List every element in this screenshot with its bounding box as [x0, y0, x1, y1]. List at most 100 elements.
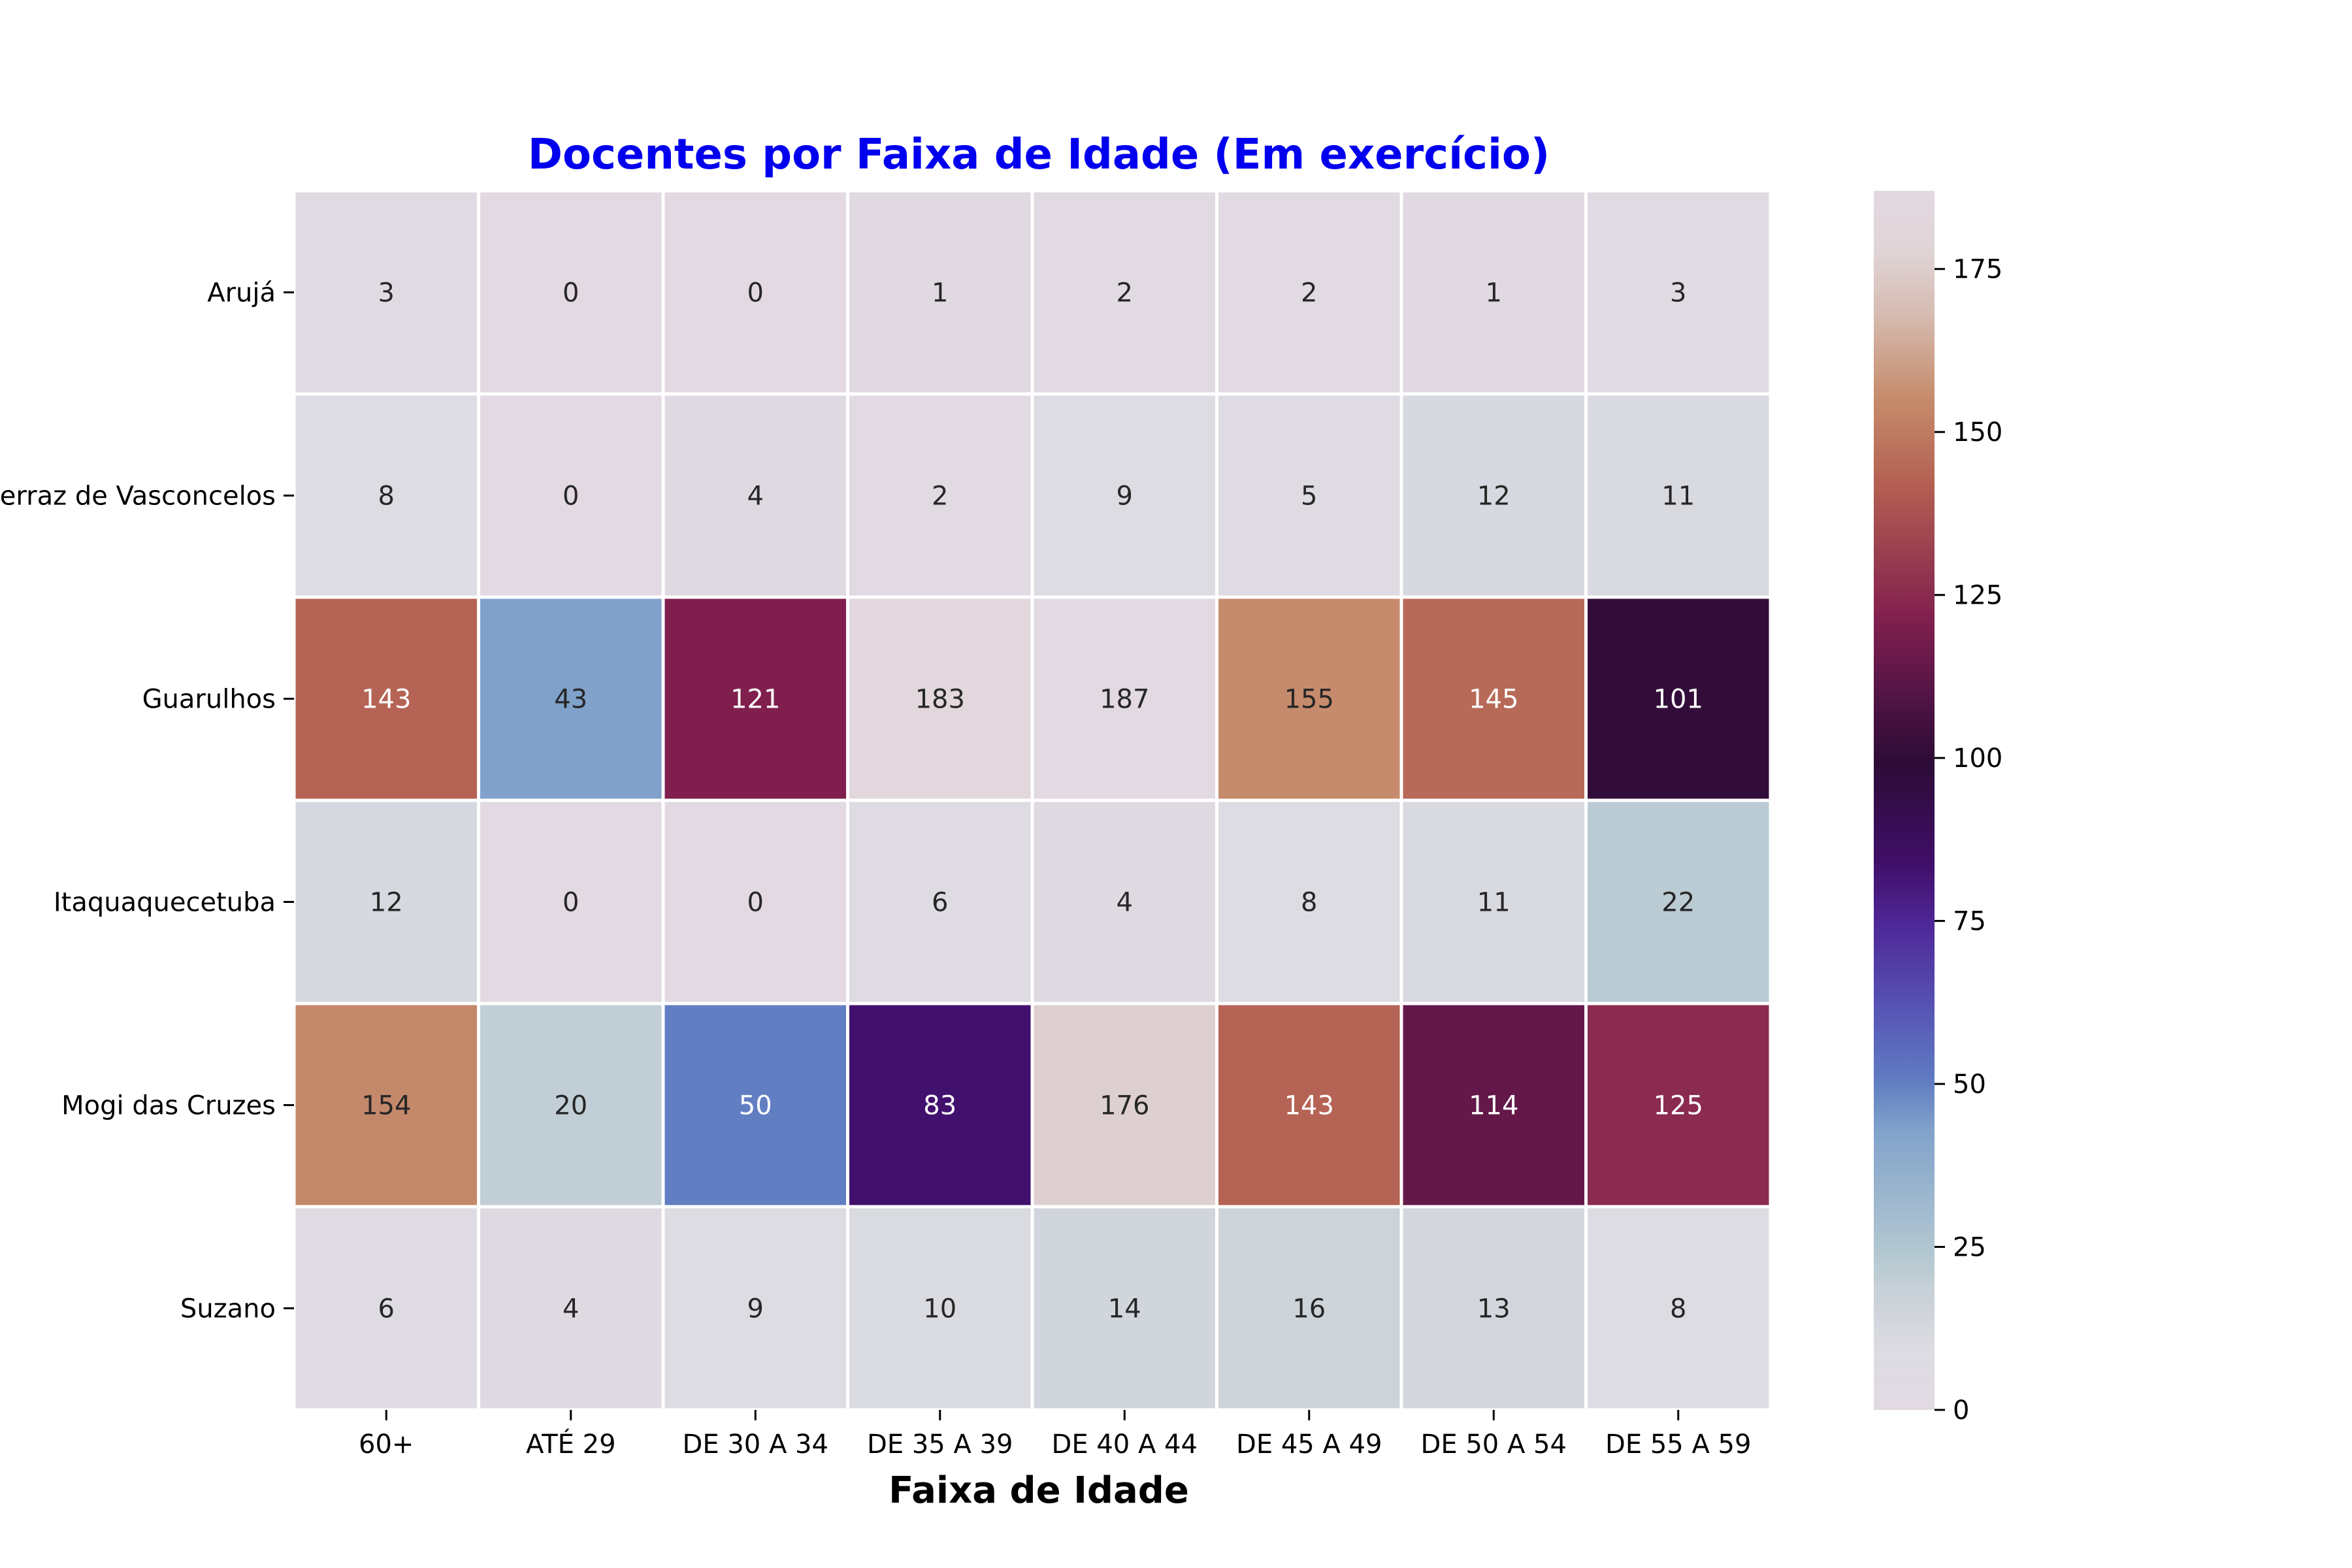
- colorbar: 0 25 50 75 100 125 150 175: [1874, 191, 2002, 1426]
- colorbar-tick-label: 150: [1953, 417, 2002, 448]
- heatmap-cell: [1399, 1002, 1588, 1209]
- y-tick-label: Mogi das Cruzes: [61, 1091, 276, 1121]
- x-tick-label: ATÉ 29: [526, 1428, 616, 1460]
- cell-value-label: 12: [1477, 482, 1511, 512]
- cell-value-label: 8: [1301, 888, 1317, 918]
- heatmap-cell: [1584, 1205, 1772, 1412]
- heatmap-cell: [1215, 1205, 1403, 1412]
- colorbar-tick-label: 125: [1953, 581, 2002, 611]
- x-tick-label: DE 45 A 49: [1236, 1429, 1382, 1460]
- y-tick-label: Itaquaquecetuba: [54, 888, 276, 918]
- heatmap-cell: [1584, 392, 1772, 599]
- cell-value-label: 121: [730, 685, 780, 715]
- heatmap-cell: [661, 798, 849, 1005]
- heatmap-cell: [1215, 595, 1403, 802]
- cell-value-label: 4: [1117, 888, 1133, 918]
- cell-value-label: 9: [747, 1294, 764, 1324]
- cell-value-label: 10: [923, 1294, 956, 1324]
- x-tick-label: DE 40 A 44: [1052, 1429, 1198, 1460]
- cell-value-label: 2: [1117, 278, 1133, 308]
- heatmap-cell: [1215, 189, 1403, 396]
- cell-value-label: 6: [932, 888, 948, 918]
- cell-value-label: 4: [747, 482, 764, 512]
- heatmap-cell: [1030, 1205, 1218, 1412]
- cell-value-label: 4: [563, 1294, 579, 1324]
- heatmap-cell: [477, 595, 665, 802]
- cell-value-label: 8: [378, 482, 395, 512]
- heatmap-cell: [846, 798, 1034, 1005]
- cell-value-label: 101: [1654, 685, 1703, 715]
- cell-value-label: 125: [1654, 1091, 1703, 1121]
- colorbar-tick-label: 175: [1953, 255, 2002, 285]
- cell-value-label: 187: [1100, 685, 1149, 715]
- cell-value-label: 114: [1469, 1091, 1518, 1121]
- colorbar-tick-label: 0: [1953, 1396, 1969, 1426]
- cell-value-label: 8: [1670, 1294, 1686, 1324]
- heatmap-cell: [846, 595, 1034, 802]
- heatmap-cell: [1215, 392, 1403, 599]
- cell-value-label: 14: [1108, 1294, 1141, 1324]
- heatmap-cell: [1399, 798, 1588, 1005]
- heatmap-cell: [1399, 595, 1588, 802]
- heatmap-cell: [1584, 189, 1772, 396]
- heatmap-cell: [1584, 1002, 1772, 1209]
- x-tick-label: DE 50 A 54: [1421, 1429, 1567, 1460]
- colorbar-tick-label: 75: [1953, 907, 1986, 937]
- cell-value-label: 0: [563, 278, 579, 308]
- y-tick-label: Guarulhos: [142, 685, 276, 715]
- y-tick-label: Suzano: [180, 1294, 276, 1324]
- heatmap-cell: [292, 189, 480, 396]
- cell-value-label: 1: [932, 278, 948, 308]
- x-tick-label: 60+: [359, 1429, 414, 1460]
- heatmap-cell: [1030, 595, 1218, 802]
- x-axis-tick-labels: 60+ ATÉ 29 DE 30 A 34 DE 35 A 39 DE 40 A 44 D…: [359, 1410, 1751, 1460]
- x-tick-label: DE 30 A 34: [683, 1429, 828, 1460]
- cell-value-label: 9: [1117, 482, 1133, 512]
- x-tick-label: DE 35 A 39: [867, 1429, 1013, 1460]
- cell-value-label: 50: [739, 1091, 772, 1121]
- colorbar-gradient: [1874, 191, 1935, 1410]
- cell-value-label: 43: [554, 685, 587, 715]
- heatmap-cell: [477, 392, 665, 599]
- cell-value-label: 6: [378, 1294, 395, 1324]
- cell-value-label: 0: [747, 278, 764, 308]
- y-tick-label: Ferraz de Vasconcelos: [0, 482, 276, 512]
- cell-value-label: 20: [554, 1091, 587, 1121]
- heatmap-cell: [1030, 1002, 1218, 1209]
- heatmap-cell: [661, 595, 849, 802]
- x-axis-title: Faixa de Idade: [889, 1469, 1189, 1512]
- heatmap-cell: [1030, 798, 1218, 1005]
- heatmap-cell: [292, 798, 480, 1005]
- cell-value-label: 22: [1661, 888, 1695, 918]
- heatmap-cell: [1584, 595, 1772, 802]
- cell-value-label: 143: [1284, 1091, 1334, 1121]
- cell-value-label: 1: [1486, 278, 1502, 308]
- cell-value-label: 2: [1301, 278, 1317, 308]
- y-tick-label: Arujá: [207, 278, 276, 308]
- cell-value-label: 0: [563, 482, 579, 512]
- colorbar-tick-label: 50: [1953, 1070, 1986, 1100]
- cell-value-label: 155: [1284, 685, 1334, 715]
- heatmap-cell: [661, 1205, 849, 1412]
- cell-value-label: 12: [370, 888, 403, 918]
- cell-value-label: 143: [361, 685, 411, 715]
- x-tick-label: DE 55 A 59: [1605, 1429, 1751, 1460]
- colorbar-tick-label: 100: [1953, 743, 2002, 774]
- cell-value-label: 11: [1661, 482, 1695, 512]
- heatmap-cell: [846, 1002, 1034, 1209]
- cell-value-label: 16: [1292, 1294, 1326, 1324]
- cell-value-label: 11: [1477, 888, 1511, 918]
- cell-value-label: 5: [1301, 482, 1317, 512]
- cell-value-label: 83: [923, 1091, 956, 1121]
- cell-value-label: 0: [563, 888, 579, 918]
- cell-value-label: 3: [378, 278, 395, 308]
- cell-value-label: 2: [932, 482, 948, 512]
- heatmap-cell: [1399, 1205, 1588, 1412]
- cell-value-label: 154: [361, 1091, 411, 1121]
- heatmap-cell: [661, 189, 849, 396]
- cell-value-label: 3: [1670, 278, 1686, 308]
- cell-value-label: 0: [747, 888, 764, 918]
- y-axis-tick-labels: Arujá Ferraz de Vasconcelos Guarulhos Itaqu…: [0, 278, 294, 1324]
